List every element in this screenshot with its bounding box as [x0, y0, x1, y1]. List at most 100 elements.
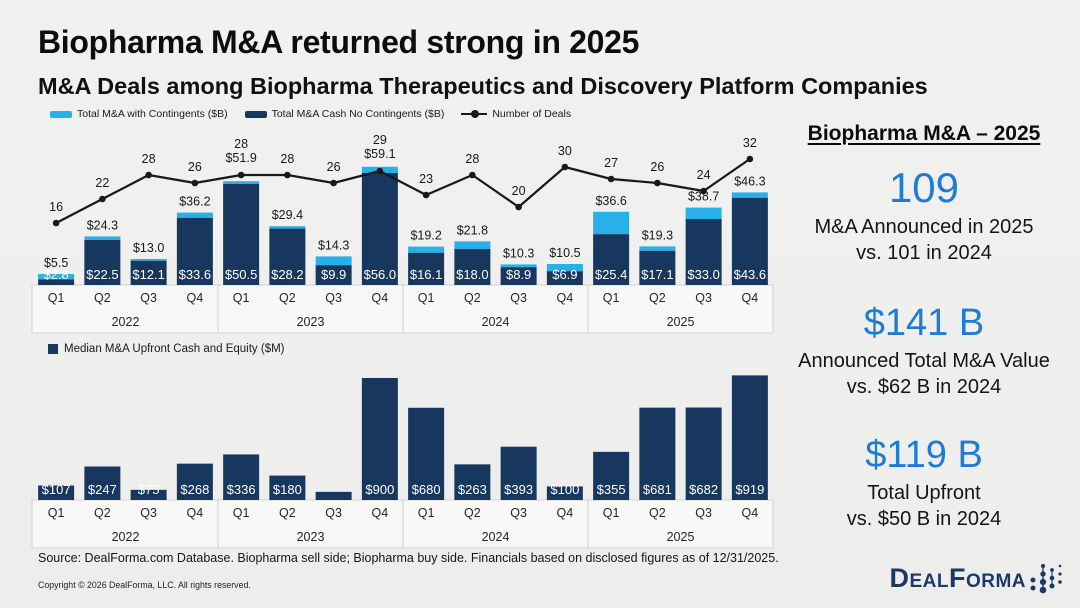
cash-bar-segment [593, 234, 630, 285]
chart-label: $355 [597, 482, 626, 497]
chart-label: $43.6 [734, 267, 767, 282]
chart-label: Q3 [325, 291, 342, 305]
legend-item-contingents: Total M&A with Contingents ($B) [50, 108, 228, 120]
chart-label: $263 [458, 482, 487, 497]
contingent-bar-segment [593, 211, 630, 235]
stat-line1: Total Upfront [867, 482, 981, 504]
chart-label: $38.7 [688, 190, 719, 204]
cash-bar-segment [546, 271, 583, 285]
median-bar [593, 451, 630, 500]
median-bar [315, 491, 352, 500]
chart-label: Q4 [557, 506, 574, 520]
contingent-bar-segment [454, 241, 491, 249]
chart-label: 26 [327, 160, 341, 174]
chart-label: $393 [504, 482, 533, 497]
chart-label: Q2 [649, 291, 666, 305]
chart-label: $16.1 [410, 267, 443, 282]
contingent-bar-segment [685, 207, 722, 219]
chart-label: Q4 [557, 291, 574, 305]
median-bar [84, 466, 121, 500]
chart-label: $46.3 [734, 174, 765, 188]
deals-marker [376, 167, 384, 175]
chart-label: $9.9 [321, 267, 346, 282]
chart-label: $75 [138, 482, 160, 497]
deals-marker [561, 163, 569, 171]
chart-label: 2022 [112, 315, 140, 329]
chart-label: $681 [643, 482, 672, 497]
median-bar [454, 464, 491, 500]
chart-label: Q3 [510, 506, 527, 520]
chart-label: $247 [88, 482, 117, 497]
chart-label: $10.5 [549, 246, 580, 260]
contingent-bar-segment [546, 264, 583, 272]
contingent-bar-segment [130, 259, 167, 261]
deals-line [55, 158, 751, 224]
contingent-bar-segment [315, 256, 352, 266]
cash-bar-segment [176, 217, 213, 285]
copyright-text: Copyright © 2026 DealForma, LLC. All rig… [38, 580, 251, 590]
chart-label: 23 [419, 172, 433, 186]
line-marker-icon [461, 110, 488, 118]
median-bar [38, 485, 75, 500]
chart-label: $33.6 [179, 267, 212, 282]
chart-label: 2023 [297, 315, 325, 329]
chart-label: $900 [365, 482, 394, 497]
chart-label: Q2 [94, 291, 111, 305]
chart-label: $10.3 [503, 246, 534, 260]
chart-label: $268 [180, 482, 209, 497]
chart-label: Q4 [742, 291, 759, 305]
cash-bar-segment [639, 250, 676, 285]
chart-label: Q2 [279, 506, 296, 520]
legend-item-deals: Number of Deals [461, 108, 571, 120]
stat-value: $119 B [865, 434, 983, 476]
stat-line2: vs. 101 in 2024 [856, 242, 992, 264]
logo-wordmark: DealForma [889, 562, 1026, 593]
chart-label: $36.2 [179, 195, 210, 209]
cash-bar-segment [38, 279, 75, 285]
chart-label: 28 [280, 152, 294, 166]
deals-marker [746, 155, 754, 163]
chart-label: $33.0 [687, 267, 720, 282]
chart-label: Q2 [464, 291, 481, 305]
chart-label: Q3 [140, 291, 157, 305]
chart-label: $680 [412, 482, 441, 497]
deals-marker [284, 171, 291, 179]
chart-label: $12.1 [132, 267, 165, 282]
chart-label: Q2 [649, 506, 666, 520]
chart-label: 30 [558, 144, 572, 158]
median-bar [500, 446, 537, 500]
legend-label: Median M&A Upfront Cash and Equity ($M) [64, 343, 285, 355]
chart-label: 32 [743, 136, 757, 150]
contingent-bar-segment [84, 236, 121, 240]
chart-label: 24 [697, 168, 711, 182]
chart-label: $19.2 [410, 229, 441, 243]
deals-marker [654, 179, 661, 187]
chart-label: $14.3 [318, 238, 349, 252]
chart-label: 16 [49, 200, 63, 214]
deals-marker [191, 179, 199, 187]
chart-label: $5.5 [44, 256, 68, 270]
chart-label: Q4 [187, 506, 204, 520]
chart-label: Q1 [48, 506, 65, 520]
chart-label: $336 [227, 482, 256, 497]
median-bar [223, 454, 260, 500]
deals-marker [607, 175, 615, 183]
chart-label: Q2 [94, 506, 111, 520]
chart-label: Q4 [187, 291, 204, 305]
chart-label: Q1 [418, 291, 435, 305]
chart-label: $6.9 [552, 267, 577, 282]
median-bar [639, 407, 676, 500]
chart-label: Q1 [48, 291, 65, 305]
chart-label: $682 [689, 482, 718, 497]
median-bar [269, 475, 306, 500]
panel-heading: Biopharma M&A – 2025 [807, 122, 1041, 145]
chart-label: $919 [735, 482, 764, 497]
median-bar [546, 486, 583, 500]
median-upfront-chart: Q1 Q2 Q3 Q4 Q1 Q2 Q3 Q4 Q1 Q2 Q3 Q4 Q1 Q2 Q3 Q4 2022 2023… [31, 375, 774, 549]
chart-label: 2022 [112, 530, 140, 544]
median-bar [176, 463, 213, 500]
summary-panel: Biopharma M&A – 2025 109 M&A Announced i… [778, 120, 1070, 550]
chart-label: 27 [604, 156, 618, 170]
chart-label: Q3 [140, 506, 157, 520]
chart-label: 28 [234, 137, 248, 151]
